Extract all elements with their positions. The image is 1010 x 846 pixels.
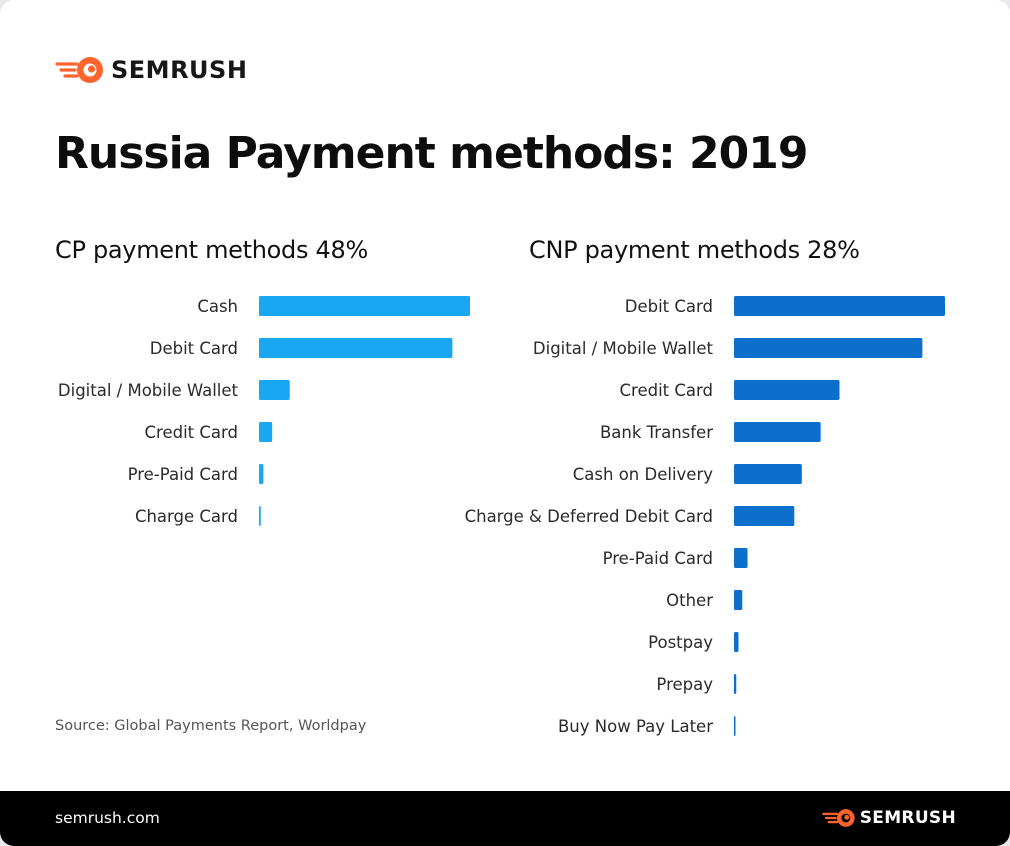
bar-label: Digital / Mobile Wallet [58, 381, 239, 400]
bar-label: Debit Card [150, 339, 238, 358]
bar-label: Cash [197, 297, 238, 316]
bar-label: Credit Card [620, 381, 713, 400]
bar-label: Bank Transfer [600, 423, 713, 442]
bar [734, 590, 743, 610]
bar-label: Postpay [648, 633, 713, 652]
cp-payment-methods-chart: Cash Debit Card Digital / Mobile Wallet Cre… [58, 296, 470, 526]
cp-chart-title: CP payment methods 48% [55, 236, 368, 264]
bar-label: Pre-Paid Card [128, 465, 238, 484]
bar-label: Digital / Mobile Wallet [533, 339, 714, 358]
footer-brand-name: SEMRUSH [859, 808, 956, 828]
bar-label: Pre-Paid Card [603, 549, 713, 568]
bar-label: Other [666, 591, 713, 610]
footer-site: semrush.com [55, 809, 160, 827]
bar [734, 380, 840, 400]
bar-label: Debit Card [625, 297, 713, 316]
bar [259, 338, 453, 358]
bar [734, 548, 748, 568]
source-note: Source: Global Payments Report, Worldpay [55, 718, 367, 734]
bar-label: Charge Card [135, 507, 238, 526]
footer-bar: semrush.com SEMRUSH [0, 791, 1010, 846]
semrush-logo: SEMRUSH [55, 54, 247, 86]
page-title: Russia Payment methods: 2019 [55, 128, 808, 179]
bar [259, 296, 470, 316]
bar-label: Prepay [656, 675, 713, 694]
bar-label: Credit Card [145, 423, 238, 442]
bar [259, 464, 264, 484]
bar [734, 716, 736, 736]
bar-label: Charge & Deferred Debit Card [465, 507, 713, 526]
bar [734, 632, 739, 652]
bar [259, 380, 290, 400]
cnp-payment-methods-chart: Debit Card Digital / Mobile Wallet Credit … [465, 296, 945, 736]
bar-label: Cash on Delivery [573, 465, 713, 484]
bar-label: Buy Now Pay Later [558, 717, 713, 736]
bar [734, 674, 737, 694]
bar [734, 506, 795, 526]
brand-name: SEMRUSH [111, 56, 248, 84]
bar [734, 296, 945, 316]
bar [259, 422, 273, 442]
cnp-chart-title: CNP payment methods 28% [529, 236, 860, 264]
bar [734, 338, 923, 358]
footer-logo: SEMRUSH [821, 807, 956, 829]
bar [259, 506, 261, 526]
bar [734, 464, 802, 484]
semrush-fireball-icon [821, 809, 855, 827]
semrush-fireball-icon [55, 57, 103, 83]
bar [734, 422, 821, 442]
